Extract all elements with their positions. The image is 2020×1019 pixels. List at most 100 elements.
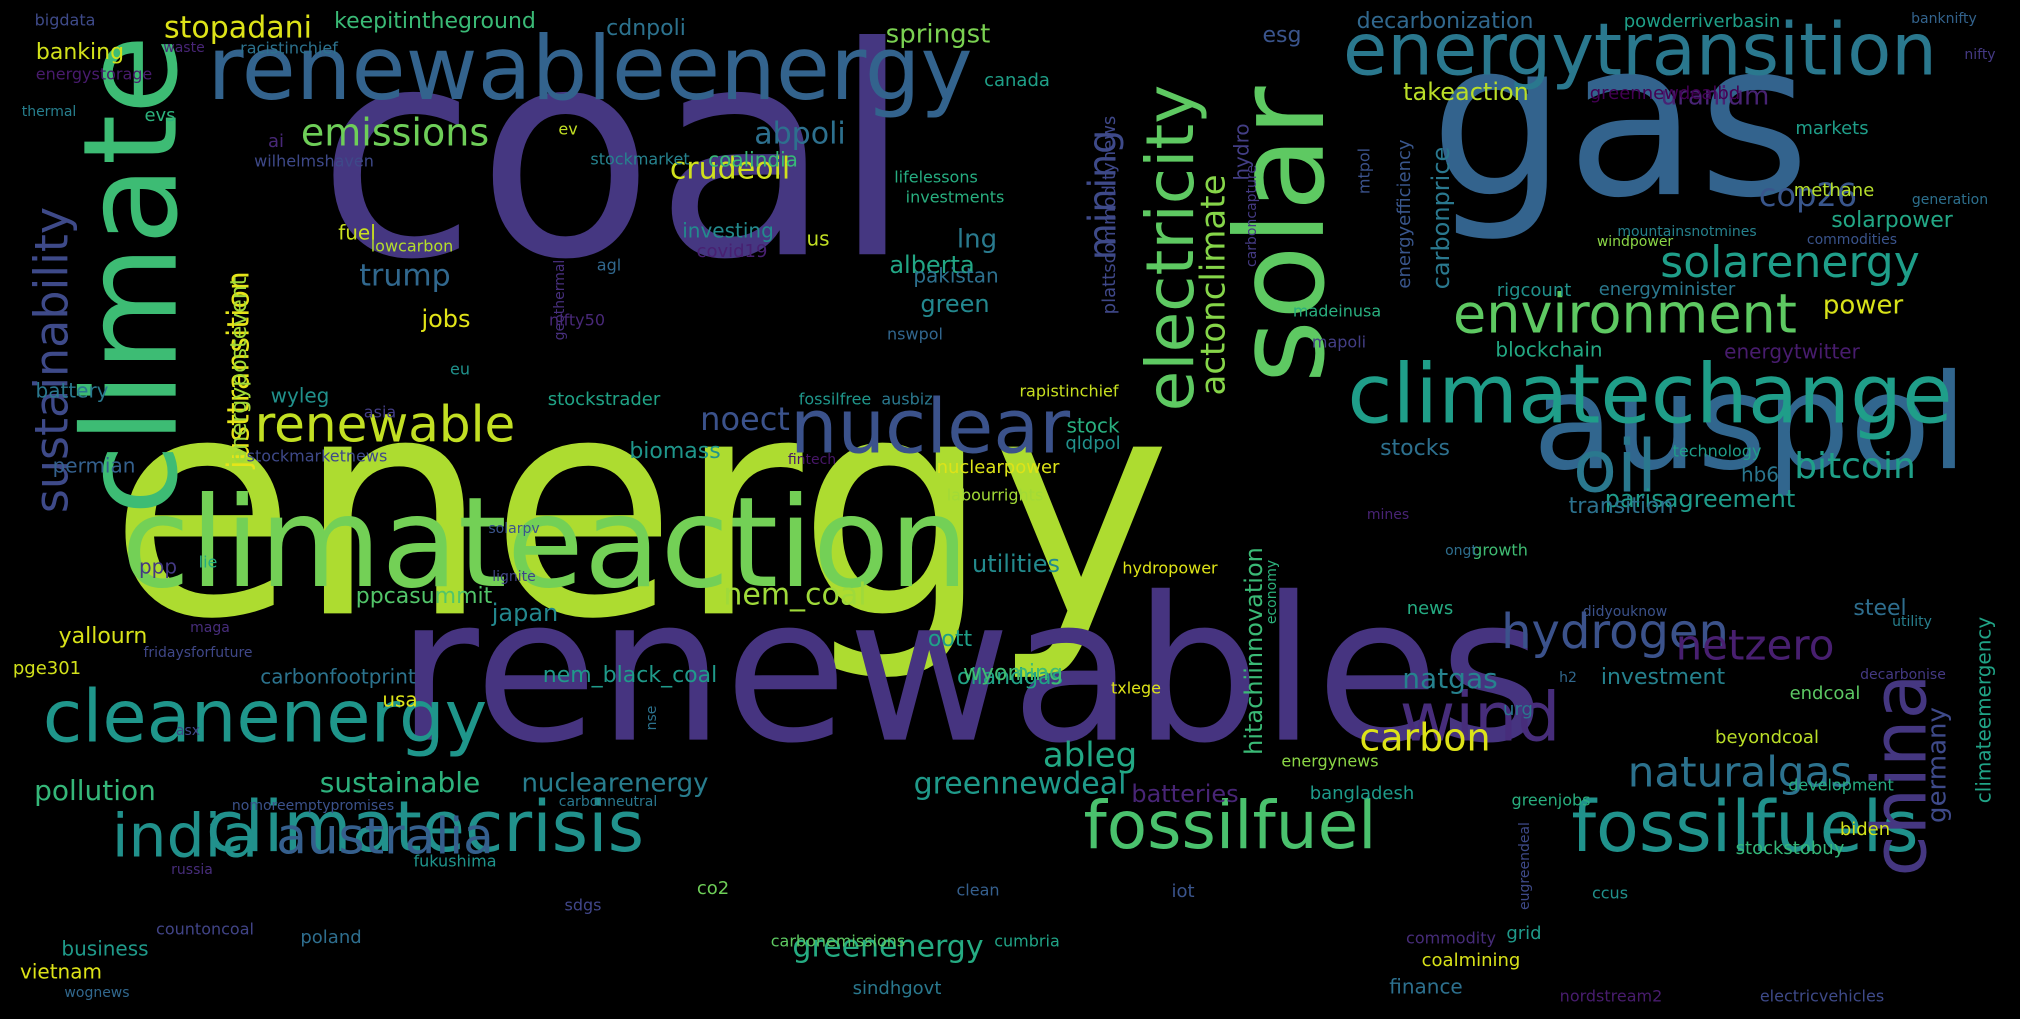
word-india: india	[112, 802, 258, 872]
word-coal: coal	[317, 0, 912, 323]
word-pakistan: pakistan	[913, 264, 998, 288]
word-qldpol: qldpol	[1065, 433, 1120, 454]
word-greennewdeal: greennewdeal	[914, 767, 1127, 802]
word-didyouknow: didyouknow	[1583, 604, 1667, 620]
word-crudeoil: crudeoil	[670, 152, 790, 187]
word-carbon: carbon	[1359, 716, 1490, 760]
word-eugreendeal: eugreendeal	[1517, 822, 1533, 910]
word-hydro: hydro	[1230, 123, 1254, 180]
word-waste: waste	[163, 40, 204, 56]
word-grid: grid	[1506, 923, 1541, 944]
word-bigdata: bigdata	[35, 11, 96, 30]
word-renewables: renewables	[397, 555, 1544, 788]
word-lowcarbon: lowcarbon	[371, 237, 454, 256]
word-iot: iot	[1171, 881, 1194, 902]
word-banking: banking	[36, 40, 124, 65]
word-decarbonization: decarbonization	[1357, 9, 1534, 34]
word-jobs: jobs	[420, 305, 470, 333]
word-renewableenergy: renewableenergy	[207, 17, 972, 120]
word-cop26: cop26	[1759, 176, 1857, 214]
word-txlege: txlege	[1111, 679, 1161, 698]
word-natgas: natgas	[1402, 662, 1497, 695]
word-generation: generation	[1912, 192, 1988, 208]
word-energystorage: energystorage	[36, 65, 153, 84]
word-stopadani: stopadani	[164, 11, 312, 46]
word-endcoal: endcoal	[1790, 683, 1861, 704]
word-wind: wind	[1400, 679, 1561, 758]
word-biden: biden	[1840, 819, 1890, 840]
word-fossilfuels: fossilfuels	[1571, 786, 1918, 868]
word-usa: usa	[382, 688, 417, 712]
word-climatecrisis: climatecrisis	[206, 786, 644, 868]
word-lng: lng	[957, 225, 997, 255]
word-energyefficiency: energyefficiency	[1394, 139, 1415, 288]
word-carbonneutral: carbonneutral	[559, 794, 657, 810]
word-ccus: ccus	[1592, 884, 1628, 903]
word-rapistinchief: rapistinchief	[1019, 382, 1118, 401]
word-greennewdealbd: greennewdealbd	[1590, 83, 1741, 104]
word-power: power	[1823, 291, 1904, 321]
word-gas: gas	[1430, 0, 1810, 245]
word-mountainsnotmines: mountainsnotmines	[1617, 224, 1756, 240]
word-climatechange: climatechange	[1347, 347, 1952, 442]
word-pollution: pollution	[34, 774, 156, 807]
word-solarenergy: solarenergy	[1660, 237, 1919, 288]
word-methane: methane	[1794, 180, 1875, 201]
word-transition: transition	[1569, 494, 1674, 519]
word-mines: mines	[1367, 507, 1409, 523]
word-energynews: energynews	[1281, 752, 1378, 771]
word-solarpower: solarpower	[1831, 208, 1954, 233]
word-investment: investment	[1601, 665, 1726, 690]
word-canada: canada	[984, 70, 1050, 91]
word-decarbonise: decarbonise	[1860, 667, 1946, 683]
word-fuel: fuel	[338, 221, 376, 245]
word-geothermal: geothermal	[552, 260, 568, 341]
word-yallourn: yallourn	[59, 624, 148, 649]
word-stocks: stocks	[1380, 436, 1450, 461]
word-rigcount: rigcount	[1497, 280, 1572, 301]
word-climateemergency: climateemergency	[1972, 617, 1996, 804]
word-keepitintheground: keepitintheground	[334, 9, 536, 34]
word-co2: co2	[697, 878, 729, 899]
word-asia: asia	[364, 403, 396, 422]
word-sdgs: sdgs	[565, 896, 602, 915]
word-evs: evs	[144, 105, 175, 126]
word-fintech: fintech	[788, 452, 836, 468]
word-energypostevent: energypostevent	[227, 276, 252, 463]
word-ev: ev	[558, 120, 577, 139]
word-permian: permian	[53, 454, 136, 478]
word-hitachiinnovation: hitachiinnovation	[1240, 547, 1268, 755]
word-commodity: commodity	[1406, 929, 1496, 948]
word-russia: russia	[171, 862, 213, 878]
word-vietnam: vietnam	[20, 960, 102, 984]
word-mtpol: mtpol	[1355, 148, 1374, 194]
word-technology: technology	[1673, 442, 1762, 461]
word-sustainability: sustainability	[25, 207, 79, 513]
word-carbonprice: carbonprice	[1427, 147, 1455, 290]
word-fossilfuel: fossilfuel	[1083, 787, 1376, 864]
word-ppcasummit: ppcasummit	[356, 584, 493, 609]
word-nse: nse	[644, 706, 660, 731]
word-ongt: ongt	[1445, 543, 1477, 559]
word-lifelessons: lifelessons	[894, 168, 978, 187]
word-fukushima: fukushima	[414, 852, 497, 871]
word-urg: urg	[1503, 699, 1533, 720]
word-stock: stock	[1066, 414, 1119, 438]
word-emissions: emissions	[301, 111, 489, 155]
word-energy: energy	[109, 330, 1172, 685]
word-naturalgas: naturalgas	[1628, 748, 1852, 797]
word-nifty: nifty	[1964, 47, 1995, 63]
word-fossilfree: fossilfree	[799, 390, 872, 409]
word-asx: asx	[176, 723, 200, 739]
word-ausbiz: ausbiz	[881, 390, 932, 409]
word-australia: australia	[276, 808, 494, 866]
word-noect: noect	[700, 400, 790, 438]
word-utility: utility	[1892, 614, 1932, 630]
word-uranium: uranium	[1661, 82, 1770, 112]
word-oil: oil	[1573, 425, 1657, 509]
word-mapoli: mapoli	[1312, 333, 1366, 352]
word-climate: climate	[55, 35, 207, 516]
word-h2: h2	[1559, 670, 1577, 686]
word-energyminister: energyminister	[1599, 279, 1736, 300]
word-stockmarketnews: stockmarketnews	[247, 447, 388, 466]
